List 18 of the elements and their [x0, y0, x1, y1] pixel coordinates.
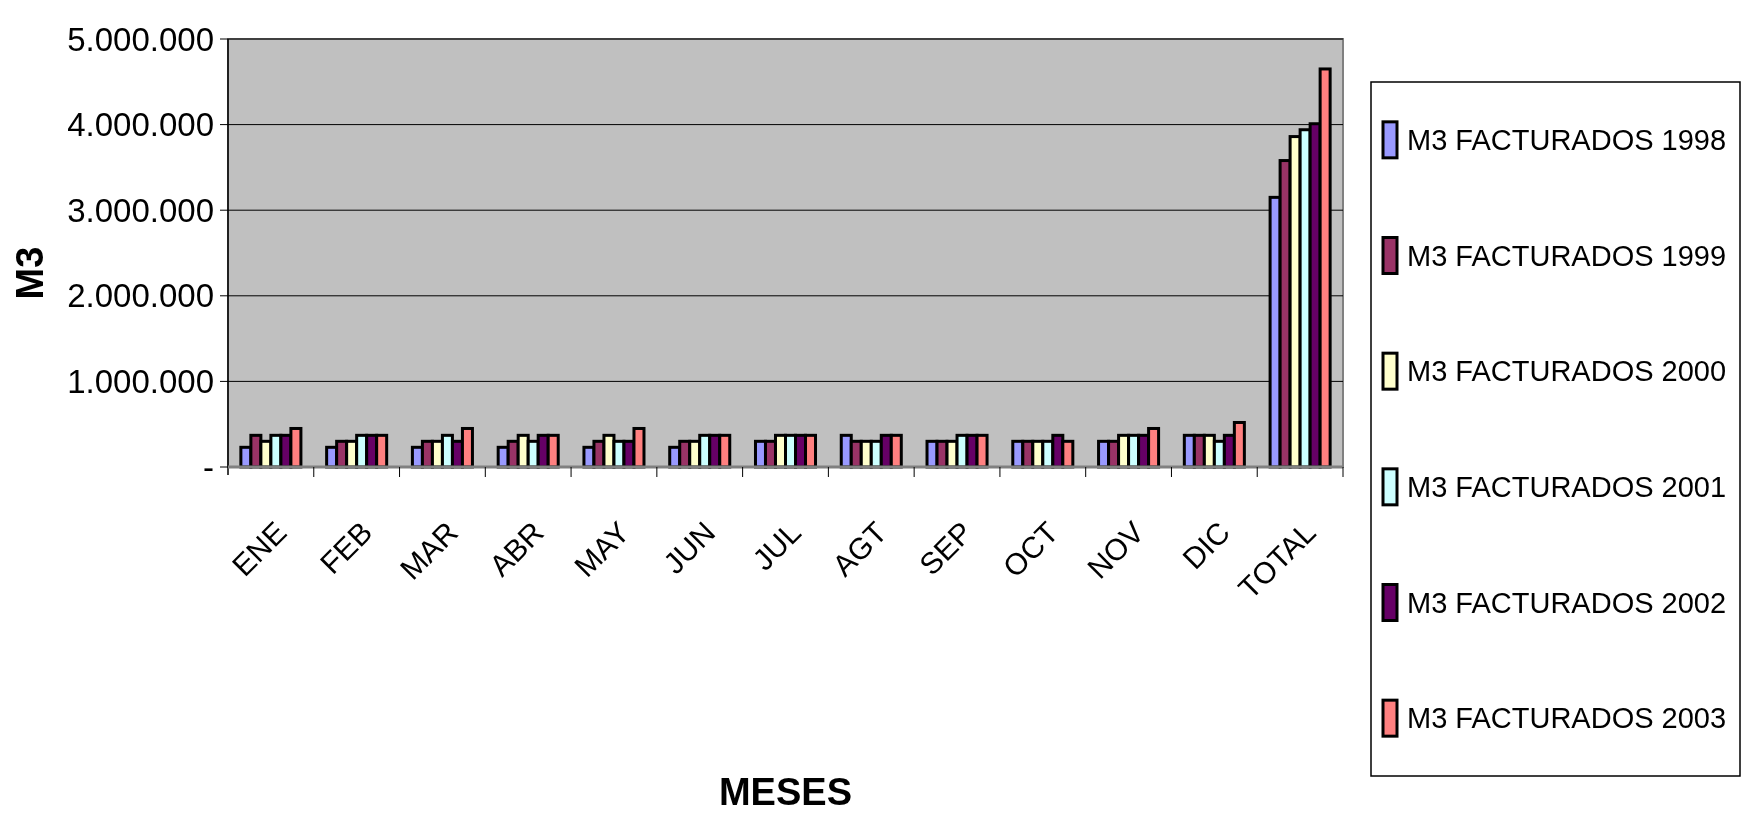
legend-label: M3 FACTURADOS 1999 [1407, 239, 1727, 272]
x-tick-label: FEB [313, 515, 379, 580]
y-tick-label: 1.000.000 [67, 362, 214, 400]
x-tick-label: JUL [746, 515, 808, 577]
y-tick-label: 3.000.000 [67, 191, 214, 229]
y-tick-label: - [203, 448, 214, 486]
legend-label: M3 FACTURADOS 2001 [1407, 470, 1727, 503]
y-tick-label: 5.000.000 [67, 20, 214, 58]
legend-label: M3 FACTURADOS 2000 [1407, 355, 1727, 388]
legend-label: M3 FACTURADOS 1998 [1407, 123, 1727, 156]
x-tick-label: SEP [912, 515, 979, 582]
legend-label: M3 FACTURADOS 2002 [1407, 586, 1727, 619]
legend-label: M3 FACTURADOS 2003 [1407, 702, 1727, 735]
x-axis-title: MESES [718, 771, 853, 813]
y-tick-label: 4.000.000 [67, 106, 214, 144]
y-tick-label: 2.000.000 [67, 277, 214, 315]
x-tick-label: DIC [1176, 515, 1237, 576]
y-axis-title: M3 [9, 246, 51, 300]
